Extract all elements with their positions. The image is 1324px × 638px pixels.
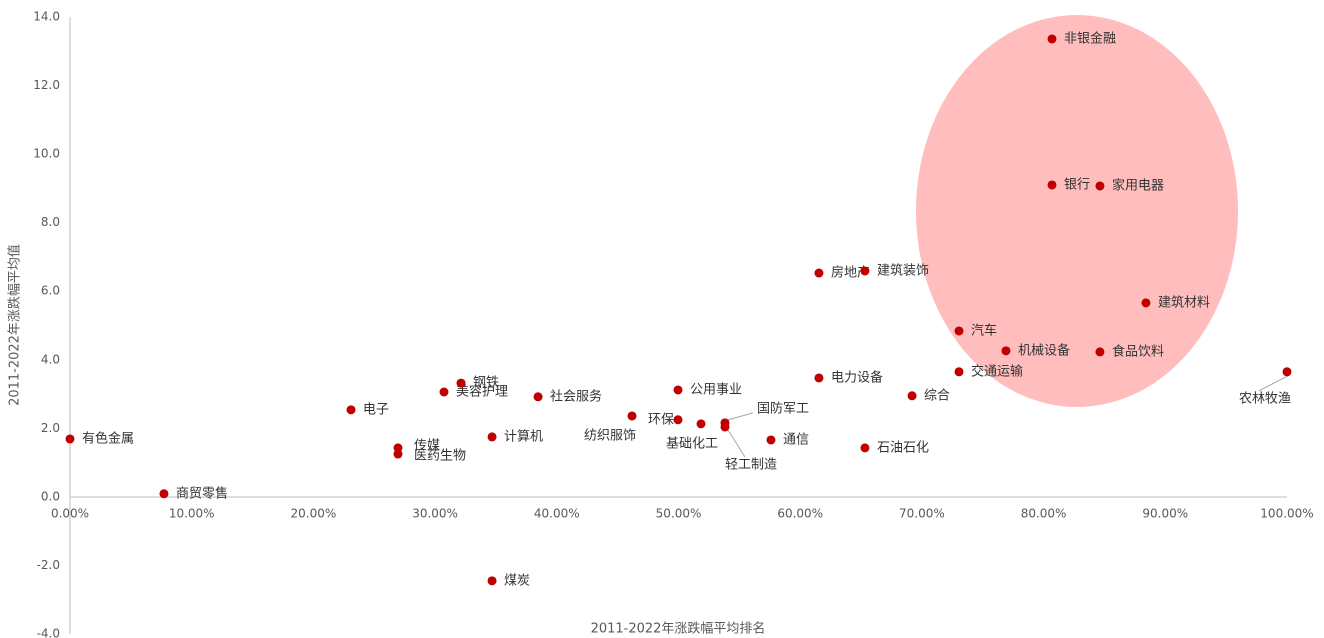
point-label: 基础化工 <box>666 436 718 451</box>
point-label: 银行 <box>1064 177 1090 192</box>
point-label: 美容护理 <box>456 383 508 399</box>
point-label: 机械设备 <box>1018 342 1070 358</box>
point-label: 社会服务 <box>550 388 602 404</box>
x-tick-label: 60.00% <box>777 506 823 520</box>
point-label: 电力设备 <box>831 369 883 385</box>
y-tick-label: 14.0 <box>33 10 60 24</box>
x-axis-title: 2011-2022年涨跌幅平均排名 <box>591 621 766 637</box>
y-tick-label: 2.0 <box>41 421 60 435</box>
point <box>1001 346 1011 356</box>
point-label: 公用事业 <box>690 382 742 397</box>
x-tick-label: 10.00% <box>169 506 215 520</box>
point <box>1047 34 1057 44</box>
y-tick-label: 6.0 <box>41 284 60 298</box>
point <box>393 449 403 459</box>
point-label: 综合 <box>924 388 950 403</box>
point-label: 建筑材料 <box>1158 294 1210 310</box>
point-label: 石油石化 <box>877 440 929 455</box>
y-tick-label: -2.0 <box>37 558 60 572</box>
highlight-ellipse <box>916 15 1238 407</box>
x-tick-label: 80.00% <box>1021 506 1067 520</box>
point <box>627 411 637 421</box>
y-axis-title: 2011-2022年涨跌幅平均值 <box>7 244 23 406</box>
point <box>860 266 870 276</box>
point-label: 建筑装饰 <box>877 262 929 278</box>
point <box>673 385 683 395</box>
point-label: 房地产 <box>831 265 870 281</box>
y-tick-label: 4.0 <box>41 352 60 366</box>
y-tick-label: 12.0 <box>33 78 60 92</box>
point <box>456 378 466 388</box>
point <box>487 576 497 586</box>
point <box>1047 180 1057 190</box>
point <box>393 443 403 453</box>
point-label: 环保 <box>648 412 674 427</box>
point-label: 国防军工 <box>757 400 809 416</box>
point <box>487 432 497 442</box>
point-label: 非银金融 <box>1064 30 1116 46</box>
point <box>1141 298 1151 308</box>
point <box>346 405 356 415</box>
point <box>439 387 449 397</box>
y-tick-label: -4.0 <box>37 627 60 638</box>
point-label: 有色金属 <box>82 430 134 446</box>
point <box>159 489 169 499</box>
y-tick-label: 0.0 <box>41 489 60 503</box>
point-label: 纺织服饰 <box>584 428 636 443</box>
point <box>814 373 824 383</box>
point-label: 农林牧渔 <box>1239 391 1291 406</box>
point <box>673 415 683 425</box>
point-label: 传媒 <box>414 438 440 453</box>
point-label: 交通运输 <box>971 363 1023 379</box>
point <box>720 422 730 432</box>
point <box>1282 367 1292 377</box>
point <box>696 419 706 429</box>
x-tick-label: 20.00% <box>291 506 337 520</box>
x-tick-label: 30.00% <box>412 506 458 520</box>
point-label: 商贸零售 <box>176 485 228 501</box>
x-tick-label: 40.00% <box>534 506 580 520</box>
point <box>65 434 75 444</box>
point <box>1095 347 1105 357</box>
point <box>766 435 776 445</box>
point-label: 钢铁 <box>473 376 499 391</box>
point-label: 计算机 <box>504 429 543 444</box>
point-label: 医药生物 <box>414 449 466 464</box>
leader-line <box>1258 374 1291 392</box>
y-tick-label: 10.0 <box>33 147 60 161</box>
x-tick-label: 50.00% <box>656 506 702 520</box>
point-label: 轻工制造 <box>725 457 777 472</box>
y-tick-label: 8.0 <box>41 215 60 229</box>
leader-line <box>727 429 746 458</box>
point-label: 通信 <box>783 432 809 447</box>
leader-line <box>727 412 754 421</box>
point-label: 电子 <box>363 402 389 417</box>
point-label: 家用电器 <box>1112 177 1164 193</box>
point-label: 煤炭 <box>504 573 530 588</box>
x-tick-label: 70.00% <box>899 506 945 520</box>
x-tick-label: 90.00% <box>1142 506 1188 520</box>
point <box>533 392 543 402</box>
point <box>860 443 870 453</box>
point <box>1095 181 1105 191</box>
point <box>814 268 824 278</box>
point <box>954 326 964 336</box>
point-label: 汽车 <box>971 322 997 338</box>
point <box>954 367 964 377</box>
point-label: 食品饮料 <box>1112 343 1164 359</box>
point <box>907 391 917 401</box>
x-tick-label: 0.00% <box>51 506 89 520</box>
x-tick-label: 100.00% <box>1260 506 1313 520</box>
